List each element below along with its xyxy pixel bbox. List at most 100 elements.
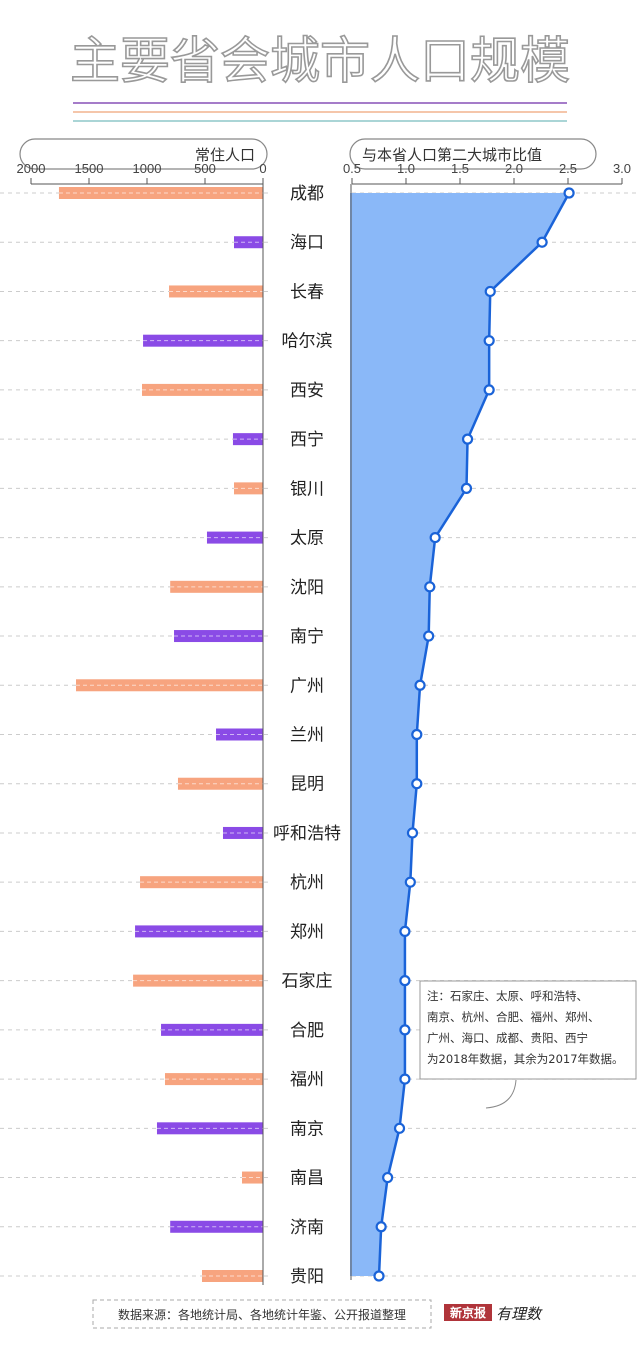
category-label: 合肥 (290, 1021, 324, 1041)
ratio-point (375, 1221, 387, 1233)
ratio-point (399, 925, 411, 938)
category-label: 哈尔滨 (282, 332, 333, 352)
category-bg (268, 1017, 348, 1042)
category-label: 杭州 (290, 873, 324, 893)
category-label: 福州 (290, 1070, 324, 1090)
right-tick-label: 2.0 (505, 161, 523, 176)
category-bg (268, 476, 348, 501)
category-label: 郑州 (290, 922, 324, 942)
category-bg (268, 181, 348, 205)
category-label: 兰州 (290, 726, 324, 746)
category-label: 成都 (290, 184, 324, 204)
svg-text:新京报: 新京报 (450, 1305, 486, 1320)
category-label: 南昌 (290, 1169, 324, 1189)
category-bg (268, 1165, 348, 1190)
category-bg (268, 1264, 348, 1288)
category-label: 南京 (290, 1119, 324, 1139)
left-tick-label: 1000 (133, 161, 162, 176)
ratio-point (393, 1122, 406, 1134)
right-panel-header (349, 138, 597, 170)
ratio-point (536, 236, 548, 248)
category-bg (268, 1116, 348, 1141)
category-bg (268, 624, 348, 649)
note-line: 注：石家庄、太原、呼和浩特、 (427, 989, 588, 1003)
logo: 新京报 有理数 (444, 1304, 543, 1323)
right-tick-label: 2.5 (559, 161, 577, 176)
category-label: 贵阳 (290, 1267, 324, 1287)
population-bar (58, 187, 264, 199)
population-bar (156, 1122, 263, 1135)
ratio-point (460, 482, 473, 494)
category-label: 西安 (290, 381, 324, 401)
left-panel-header (19, 138, 268, 170)
ratio-point (411, 778, 423, 790)
category-label: 长春 (290, 282, 324, 302)
category-label: 石家庄 (282, 972, 333, 992)
category-bg (268, 820, 348, 845)
category-bg (268, 1214, 348, 1239)
ratio-point (382, 1171, 394, 1184)
category-bg (268, 230, 348, 255)
population-bar (140, 876, 263, 889)
right-tick-label: 0.5 (343, 161, 361, 176)
category-bg (268, 279, 348, 304)
note-box: 注：石家庄、太原、呼和浩特、南京、杭州、合肥、福州、郑州、广州、海口、成都、贵阳… (419, 980, 637, 1109)
ratio-point (483, 335, 495, 347)
ratio-point (373, 1270, 385, 1282)
left-tick-label: 0 (259, 161, 266, 176)
population-bar (169, 285, 263, 298)
chart-title: 主要省会城市人口规模 (70, 32, 570, 90)
ratio-point (461, 433, 474, 445)
category-bg (268, 377, 348, 402)
ratio-point (483, 384, 495, 396)
population-bar (170, 1220, 263, 1233)
population-bar (170, 580, 263, 593)
category-label: 济南 (290, 1218, 324, 1238)
category-label: 海口 (290, 233, 324, 253)
ratio-point (484, 285, 496, 298)
category-bg (268, 673, 348, 698)
category-label: 南宁 (290, 627, 324, 647)
ratio-point (404, 876, 416, 888)
population-bar (222, 826, 263, 839)
right-tick-label: 1.0 (397, 161, 415, 176)
category-bg (268, 722, 348, 747)
source-text: 数据来源：各地统计局、各地统计年鉴、公开报道整理 (118, 1307, 406, 1322)
left-tick-label: 1500 (75, 161, 104, 176)
category-label: 西宁 (290, 430, 324, 450)
category-bg (268, 328, 348, 353)
note-line: 广州、海口、成都、贵阳、西宁 (427, 1031, 588, 1045)
ratio-point (411, 728, 423, 741)
ratio-point (563, 187, 575, 199)
ratio-point (399, 1073, 411, 1085)
note-line: 南京、杭州、合肥、福州、郑州、 (427, 1010, 600, 1024)
source-box (92, 1299, 432, 1329)
ratio-point (424, 581, 436, 593)
left-tick-label: 2000 (17, 161, 46, 176)
category-bg (268, 968, 348, 993)
note-line: 为2018年数据，其余为2017年数据。 (427, 1052, 624, 1066)
category-bg (268, 771, 348, 796)
category-label: 太原 (290, 529, 324, 549)
right-tick-label: 1.5 (451, 161, 469, 176)
right-panel-title: 与本省人口第二大城市比值 (362, 146, 542, 164)
category-bg (268, 427, 348, 452)
category-bg (268, 870, 348, 895)
left-panel-title: 常住人口 (195, 146, 255, 164)
category-label: 昆明 (290, 775, 324, 795)
category-label: 沈阳 (290, 578, 324, 598)
category-bg (268, 919, 348, 944)
svg-text:有理数: 有理数 (496, 1305, 543, 1323)
ratio-point (414, 679, 426, 691)
category-label: 呼和浩特 (273, 824, 341, 844)
category-label: 银川 (290, 479, 324, 499)
category-bg (268, 574, 348, 599)
right-tick-label: 3.0 (613, 161, 631, 176)
ratio-point (423, 630, 435, 642)
category-bg (268, 1067, 348, 1092)
ratio-point (429, 531, 441, 544)
ratio-point (406, 827, 419, 839)
category-bg (268, 525, 348, 550)
category-label: 广州 (290, 676, 324, 696)
